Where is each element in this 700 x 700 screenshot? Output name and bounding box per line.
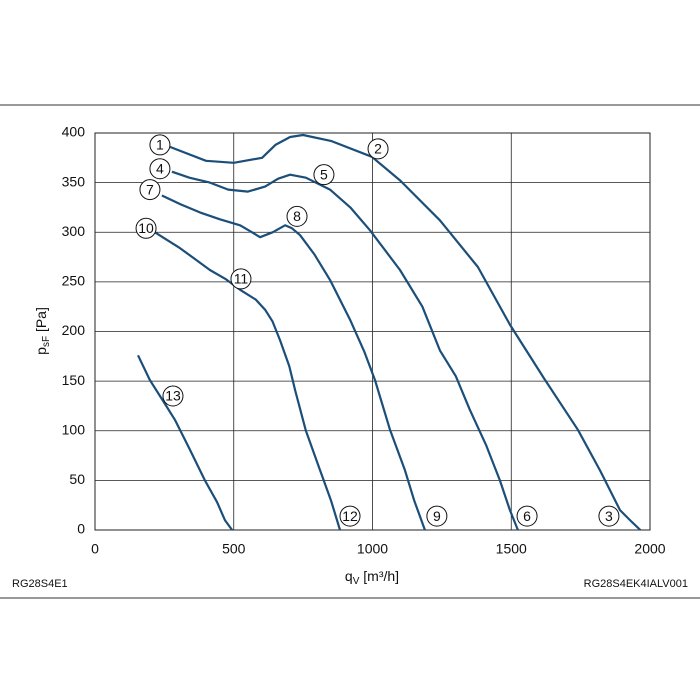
annotation-circle xyxy=(516,505,538,527)
annotation-label: 10 xyxy=(138,220,154,236)
y-label-sub: sF xyxy=(41,336,52,347)
annotation-label: 9 xyxy=(433,508,441,524)
annotation-label: 8 xyxy=(293,208,301,224)
annotation-label: 1 xyxy=(156,137,164,153)
x-tick-label: 1000 xyxy=(357,541,388,557)
annotation-circle xyxy=(286,205,308,227)
annotation-label: 3 xyxy=(605,508,613,524)
annotation-circle xyxy=(426,505,448,527)
footer-left: RG28S4E1 xyxy=(12,578,68,590)
annotation-label: 4 xyxy=(156,160,164,176)
curve xyxy=(137,354,233,531)
y-label-unit: [Pa] xyxy=(33,307,49,336)
annotation-circle xyxy=(313,164,335,186)
annotation-circle xyxy=(139,179,161,201)
annotation-label: 13 xyxy=(165,388,181,404)
annotation-circle xyxy=(135,217,157,239)
curve xyxy=(154,231,342,531)
y-label-base: p xyxy=(33,347,49,355)
curve xyxy=(171,170,519,531)
annotation-circle xyxy=(149,134,171,156)
y-axis-label: psF [Pa] xyxy=(33,307,52,355)
x-label-sub: V xyxy=(353,576,360,587)
annotation-label: 2 xyxy=(374,141,382,157)
x-tick-label: 500 xyxy=(222,541,246,557)
annotation-label: 7 xyxy=(146,181,154,197)
y-tick-label: 250 xyxy=(62,273,86,289)
x-label-unit: [m³/h] xyxy=(359,568,399,584)
annotation-circle xyxy=(367,138,389,160)
y-tick-label: 150 xyxy=(62,372,86,388)
x-tick-label: 0 xyxy=(91,541,99,557)
annotation-circle xyxy=(230,268,252,290)
annotation-circle xyxy=(149,158,171,180)
annotation-label: 12 xyxy=(342,508,358,524)
y-tick-label: 50 xyxy=(69,471,85,487)
annotation-label: 11 xyxy=(234,271,249,287)
y-tick-label: 400 xyxy=(62,124,86,140)
y-tick-label: 0 xyxy=(77,521,85,537)
annotation-circle xyxy=(162,385,184,407)
x-label-base: q xyxy=(345,568,353,584)
annotation-circle xyxy=(598,505,620,527)
annotation-label: 5 xyxy=(320,166,328,182)
x-tick-label: 2000 xyxy=(634,541,665,557)
y-tick-label: 300 xyxy=(62,223,86,239)
annotation-label: 6 xyxy=(523,508,531,524)
y-tick-label: 350 xyxy=(62,173,86,189)
footer-right: RG28S4EK4IALV001 xyxy=(584,578,688,590)
annotation-circle xyxy=(339,505,361,527)
x-tick-label: 1500 xyxy=(496,541,527,557)
curve xyxy=(161,194,426,531)
y-tick-label: 200 xyxy=(62,322,86,338)
curve xyxy=(169,133,642,531)
y-tick-label: 100 xyxy=(62,421,86,437)
x-axis-label: qV [m³/h] xyxy=(345,568,399,587)
plot-frame xyxy=(94,132,651,531)
